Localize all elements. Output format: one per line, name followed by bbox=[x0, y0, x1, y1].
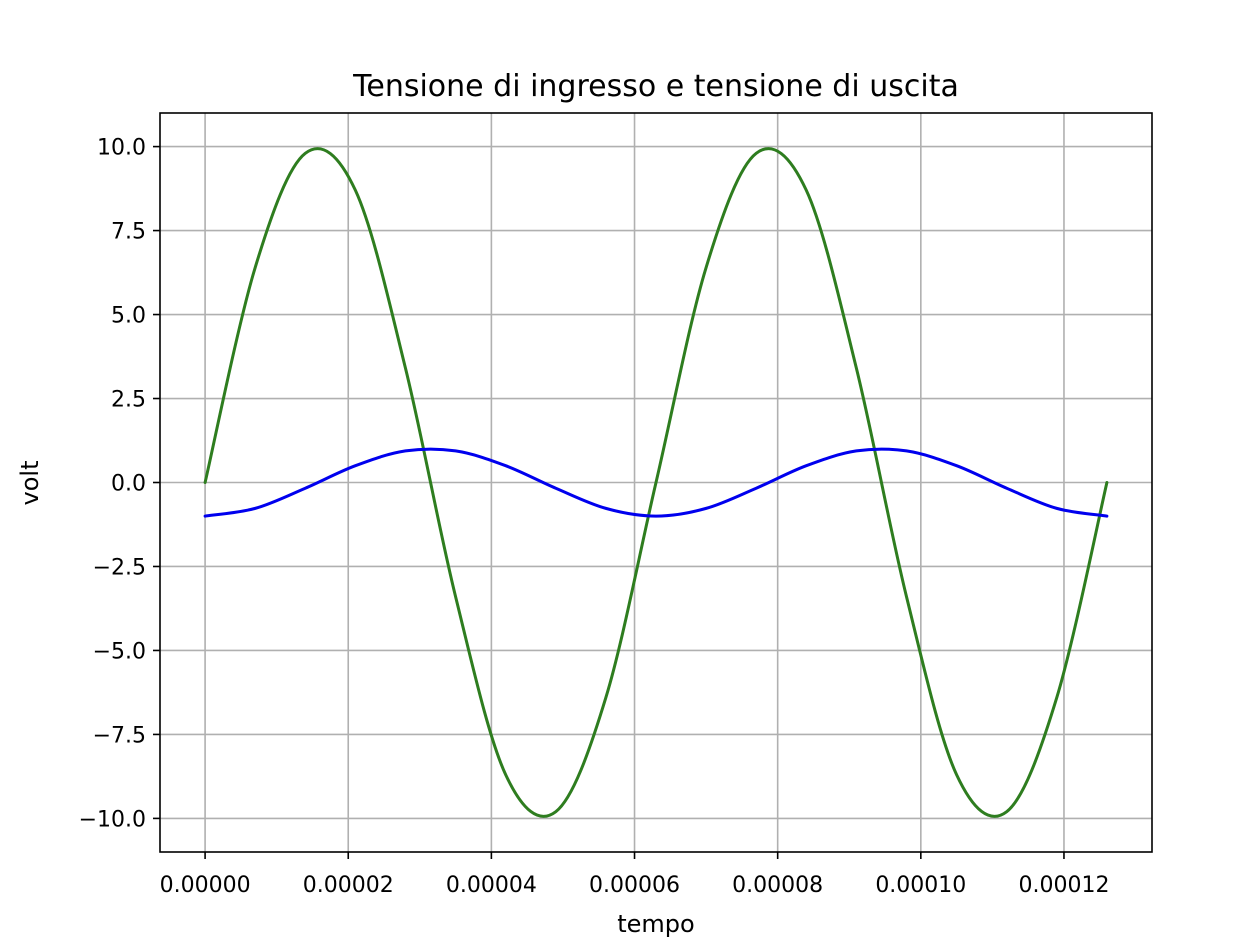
x-tick-label: 0.00012 bbox=[1018, 873, 1109, 898]
y-tick-label: −5.0 bbox=[93, 639, 146, 664]
y-tick-label: 2.5 bbox=[111, 388, 146, 413]
y-axis-label: volt bbox=[16, 461, 44, 506]
y-tick-label: −2.5 bbox=[93, 555, 146, 580]
series-line-green bbox=[203, 147, 1109, 818]
chart-title: Tensione di ingresso e tensione di uscit… bbox=[352, 69, 959, 104]
ticks: 0.00000 0.00002 0.00004 0.00006 0.00008 0.000… bbox=[79, 136, 1110, 898]
x-axis-label: tempo bbox=[617, 910, 694, 938]
y-tick-label: 7.5 bbox=[111, 220, 146, 245]
x-tick-label: 0.00006 bbox=[589, 873, 680, 898]
series-line-blue bbox=[203, 447, 1109, 518]
y-tick-label: 0.0 bbox=[111, 472, 146, 497]
y-tick-label: 5.0 bbox=[111, 304, 146, 329]
x-tick-label: 0.00000 bbox=[160, 873, 251, 898]
x-tick-label: 0.00002 bbox=[303, 873, 394, 898]
series-layer bbox=[203, 147, 1109, 818]
x-tick-label: 0.00004 bbox=[446, 873, 537, 898]
x-tick-label: 0.00008 bbox=[732, 873, 823, 898]
y-tick-label: −10.0 bbox=[79, 807, 146, 832]
y-tick-label: −7.5 bbox=[93, 723, 146, 748]
x-tick-label: 0.00010 bbox=[875, 873, 966, 898]
y-tick-label: 10.0 bbox=[97, 136, 146, 161]
